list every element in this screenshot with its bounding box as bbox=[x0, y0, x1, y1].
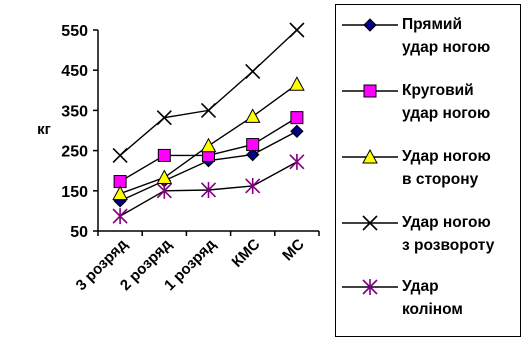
data-point bbox=[112, 147, 128, 163]
y-tick-label: 150 bbox=[61, 184, 88, 201]
data-point bbox=[112, 185, 128, 201]
legend-label-line: Удар bbox=[402, 278, 439, 295]
legend-swatch bbox=[342, 84, 398, 98]
legend-marker bbox=[363, 18, 377, 32]
legend-marker bbox=[362, 215, 378, 231]
legend-label: Удар ногою з розвороту bbox=[402, 211, 494, 257]
x-tick-label: КМС bbox=[229, 236, 264, 271]
data-point bbox=[289, 76, 305, 91]
series-line bbox=[119, 29, 298, 156]
data-point bbox=[200, 181, 217, 198]
data-point bbox=[245, 177, 261, 194]
legend-swatch bbox=[342, 18, 398, 32]
legend-label: Удар коліном bbox=[402, 275, 463, 321]
y-axis-label: кг bbox=[37, 121, 51, 138]
series-5 bbox=[112, 153, 305, 225]
legend-label: Прямий удар ногою bbox=[402, 13, 490, 59]
y-tick-label: 250 bbox=[61, 144, 88, 161]
legend-label: Круговий удар ногою bbox=[402, 79, 490, 125]
legend-label-line: в сторону bbox=[402, 171, 479, 188]
legend-swatch bbox=[342, 215, 398, 231]
legend-swatch bbox=[342, 279, 398, 295]
legend-label-line: Удар ногою bbox=[402, 214, 491, 231]
data-point bbox=[156, 182, 172, 199]
data-point bbox=[200, 102, 217, 118]
data-point bbox=[290, 111, 304, 125]
y-tick-label: 50 bbox=[70, 224, 88, 241]
data-point bbox=[157, 148, 171, 162]
data-point bbox=[156, 169, 173, 185]
legend-label-line: Круговий bbox=[402, 82, 474, 99]
data-point bbox=[289, 22, 305, 38]
series-4 bbox=[112, 22, 305, 163]
legend-label-line: Удар ногою bbox=[402, 148, 491, 165]
series-3 bbox=[112, 76, 305, 201]
legend-label-line: коліном bbox=[402, 301, 463, 318]
legend-marker bbox=[362, 279, 378, 295]
data-point bbox=[244, 108, 261, 123]
data-point bbox=[156, 110, 172, 126]
series-layer bbox=[112, 22, 305, 225]
legend-label: Удар ногою в сторону bbox=[402, 145, 491, 191]
y-axis-ticks: 50 150 250 350 450 550 bbox=[61, 23, 98, 241]
data-point bbox=[246, 138, 260, 152]
x-tick-label: МС bbox=[279, 236, 308, 265]
legend-label-line: з розвороту bbox=[402, 237, 495, 254]
data-point bbox=[289, 153, 305, 170]
data-point bbox=[200, 137, 217, 153]
legend-marker bbox=[363, 84, 377, 98]
chart-axes bbox=[97, 30, 319, 232]
legend-label-line: Прямий bbox=[402, 16, 462, 33]
series-2 bbox=[113, 111, 304, 189]
y-tick-label: 350 bbox=[61, 103, 88, 120]
legend-label-line: удар ногою bbox=[402, 105, 491, 122]
legend-swatch bbox=[342, 148, 398, 164]
data-point bbox=[112, 208, 128, 225]
data-point bbox=[245, 147, 260, 162]
data-point bbox=[290, 124, 304, 139]
legend: Прямий удар ногою Круговий удар ногою Удар н… bbox=[335, 4, 521, 337]
y-tick-label: 550 bbox=[61, 23, 88, 40]
legend-marker bbox=[362, 148, 378, 164]
data-point bbox=[245, 63, 261, 79]
y-tick-label: 450 bbox=[61, 63, 88, 80]
legend-label-line: удар ногою bbox=[402, 39, 491, 56]
